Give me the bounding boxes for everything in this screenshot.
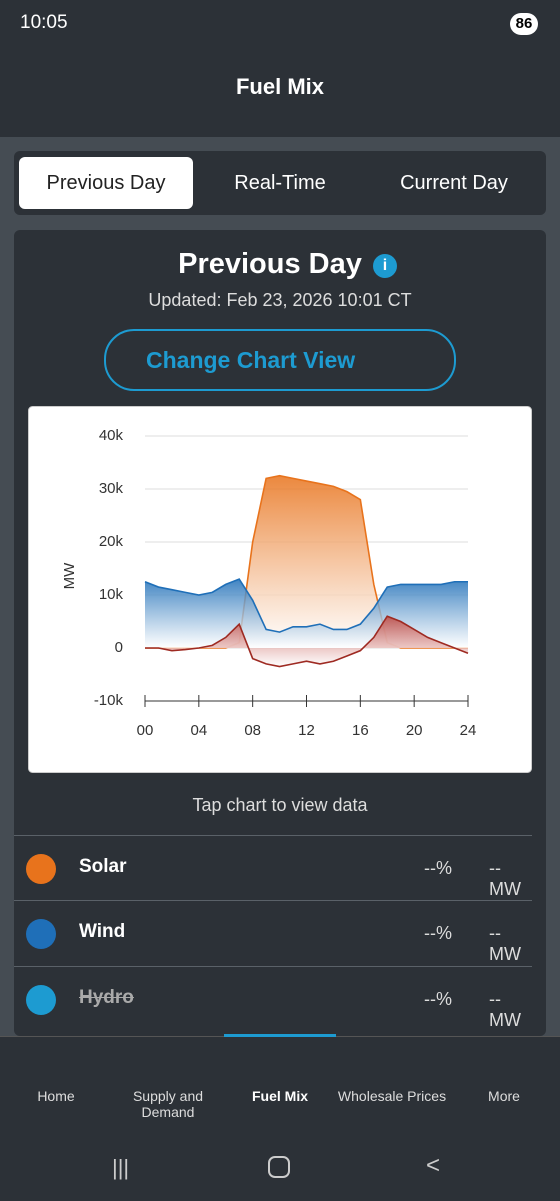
chart[interactable]: MW -10k 0 10k 20k 30k 40k 00 04 08 12 16 20 24 [28,406,532,773]
mw: --MW [489,923,521,964]
nav-item[interactable]: Home [37,1088,75,1104]
label: Hydro [79,987,134,1008]
label: Wind [79,921,126,942]
percent: --% [424,858,452,878]
line [144,578,468,633]
clock: 10:05 [20,12,68,33]
change-view-button[interactable]: Change Chart View [104,329,456,391]
nav-indicator [224,1034,336,1037]
battery: 86 [510,13,538,35]
percent: --% [424,989,452,1009]
home-button[interactable] [268,1156,290,1178]
y-tick-label: 40k [99,427,124,444]
x-tick-label: 16 [352,722,369,739]
nav-item[interactable]: Fuel Mix [251,1088,308,1104]
recents-button[interactable]: ||| [112,1155,130,1180]
back-button[interactable]: < [426,1152,441,1179]
tab[interactable]: Real-Time [234,172,326,194]
x-tick-label: 04 [190,722,207,739]
list-row[interactable]: Wind --% --MW [14,900,532,965]
y-tick-label: 30k [99,480,124,497]
x-tick-label: 08 [244,722,261,739]
mw: --MW [489,989,521,1030]
app-header [0,0,560,137]
tab[interactable]: Previous Day [19,157,193,209]
updated-text: Updated: Feb 23, 2026 10:01 CT [148,290,412,310]
x-tick-label: 24 [460,722,477,739]
page-title: Fuel Mix [235,74,324,99]
area [145,475,468,648]
x-tick-label: 12 [298,722,315,739]
x-tick-label: 00 [137,722,154,739]
percent: --% [424,923,452,943]
x-tick-label: 20 [406,722,423,739]
y-tick-label: -10k [94,692,124,709]
list-row[interactable]: Hydro --% --MW [14,966,532,1031]
y-tick-label: 10k [99,586,124,603]
card-title: Previous Day [178,248,362,280]
tab[interactable]: Current Day [400,172,508,194]
hint: Tap chart to view data [192,795,368,815]
y-tick-label: 20k [99,533,124,550]
y-axis-label: MW [61,562,78,589]
list-row[interactable]: Solar --% --MW [14,835,532,900]
line [145,615,469,668]
label: Solar [79,856,127,877]
bottom-nav [0,1036,560,1201]
nav-item[interactable]: More [488,1088,520,1104]
area [145,616,468,667]
mw: --MW [489,858,521,899]
info-icon[interactable]: i [373,254,397,278]
y-tick-label: 0 [115,639,123,656]
nav-item[interactable]: Supply and Demand [132,1088,204,1120]
nav-item[interactable]: Wholesale Prices [337,1088,447,1104]
